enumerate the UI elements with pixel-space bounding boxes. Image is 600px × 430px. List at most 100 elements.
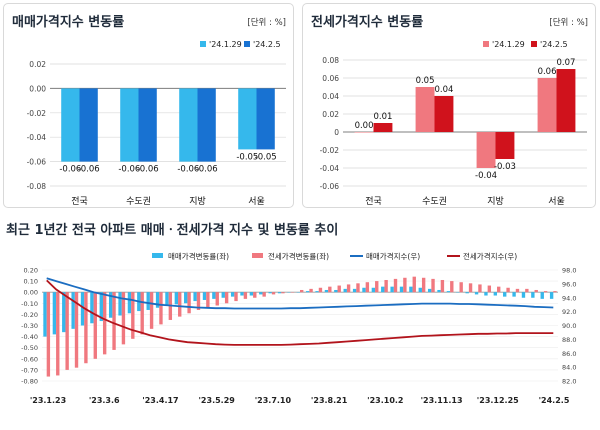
bar — [165, 292, 169, 306]
bar — [178, 292, 182, 317]
bar — [343, 288, 347, 293]
data-label: -0.03 — [494, 162, 516, 172]
y-right-tick-label: 96.0 — [562, 280, 576, 288]
y-tick-label: 0.08 — [322, 56, 339, 65]
bar — [334, 289, 338, 293]
data-label: 0.01 — [373, 112, 392, 122]
data-label: -0.06 — [196, 165, 218, 175]
bar — [253, 292, 257, 298]
bar — [62, 292, 66, 333]
bar — [84, 292, 88, 364]
bar — [230, 292, 235, 297]
bar — [534, 289, 538, 293]
rent-index-line — [46, 279, 554, 346]
data-label: -0.06 — [177, 165, 199, 175]
y-right-tick-label: 84.0 — [562, 364, 576, 372]
rent-change-title: 전세가격지수 변동률 — [311, 14, 423, 30]
bar — [240, 292, 244, 296]
y-right-tick-label: 82.0 — [562, 378, 576, 386]
bar — [318, 287, 323, 293]
bar — [277, 292, 282, 294]
bar — [365, 282, 370, 293]
trend-section: 최근 1년간 전국 아파트 매매ㆍ전세가격 지수 및 변동률 추이 매매가격변동… — [0, 214, 600, 430]
data-label: -0.05 — [255, 152, 277, 162]
x-tick-label: 서울 — [248, 196, 265, 207]
rent-change-axes: 0.08 0.06 0.04 0.02 0 -0.02 -0.04 -0.06 전국 수도권 지방 서… — [320, 56, 587, 207]
data-label: 0.05 — [416, 76, 435, 86]
bar — [281, 292, 285, 294]
bar — [399, 286, 404, 293]
x-tick-label: 전국 — [71, 196, 88, 207]
data-label: -0.06 — [137, 165, 159, 175]
bar — [131, 292, 135, 339]
y-tick-label: -0.04 — [320, 164, 340, 173]
legend-label: '24.1.29 — [209, 40, 242, 49]
trend-lines — [46, 277, 554, 346]
bar — [487, 285, 492, 293]
bar — [65, 292, 69, 370]
bar — [202, 292, 207, 300]
bar — [484, 292, 488, 296]
bar — [371, 287, 376, 293]
rent-change-unit: [단위 : %] — [549, 17, 588, 28]
bar — [525, 288, 529, 293]
x-tick-label: 수도권 — [422, 195, 447, 207]
bar — [549, 292, 554, 299]
y-tick-label: -0.06 — [320, 182, 340, 191]
y-left-tick-label: -0.50 — [21, 344, 38, 352]
bar — [102, 292, 107, 355]
bar — [234, 292, 238, 302]
bar — [243, 292, 248, 299]
legend-swatch — [483, 41, 489, 47]
bar — [437, 289, 441, 293]
y-tick-label: 0.06 — [322, 74, 339, 83]
bar — [474, 292, 479, 295]
data-label: -0.06 — [78, 165, 100, 175]
bar — [206, 292, 210, 308]
bar — [415, 87, 435, 132]
y-left-tick-label: -0.60 — [21, 355, 38, 363]
y-left-tick-label: -0.30 — [21, 322, 38, 330]
bar — [71, 292, 75, 329]
bar — [90, 292, 94, 324]
bar — [61, 88, 80, 162]
y-tick-label: -0.08 — [27, 182, 47, 191]
bar — [434, 96, 454, 132]
y-left-tick-label: -0.20 — [21, 311, 38, 319]
y-tick-label: -0.02 — [27, 109, 47, 118]
bar — [309, 288, 313, 293]
x-tick-label: '24.2.5 — [539, 396, 570, 405]
bar — [537, 78, 557, 132]
trend-chart: 최근 1년간 전국 아파트 매매ㆍ전세가격 지수 및 변동률 추이 매매가격변동… — [6, 222, 576, 405]
bar — [108, 292, 113, 318]
bar — [328, 286, 332, 293]
bar — [493, 292, 498, 296]
bar — [315, 291, 319, 293]
x-tick-label: '23.8.21 — [311, 396, 348, 405]
bar — [497, 286, 501, 293]
bar — [390, 286, 394, 293]
bar — [146, 292, 150, 310]
bar — [346, 284, 351, 293]
sale-change-title: 매매가격지수 변동률 — [12, 15, 124, 30]
y-left-tick-label: 0.00 — [24, 289, 38, 297]
x-tick-label: '23.4.17 — [142, 396, 178, 405]
x-tick-label: 수도권 — [126, 195, 151, 207]
bar — [373, 123, 393, 132]
trend-legend: 매매가격변동률(좌) 전세가격변동률(좌) 매매가격지수(우) 전세가격지수(우) — [152, 251, 517, 261]
bar — [553, 291, 557, 293]
bar — [74, 292, 79, 368]
rent-change-chart: 전세가격지수 변동률 [단위 : %] '24.1.29 '24.2.5 0.08… — [311, 14, 588, 207]
x-tick-label: '23.11.13 — [421, 396, 463, 405]
bar — [268, 292, 272, 294]
sale-change-chart: 매매가격지수 변동률 [단위 : %] '24.1.29 '24.2.5 0.02… — [12, 15, 286, 207]
rent-change-legend: '24.1.29 '24.2.5 — [483, 40, 568, 49]
y-tick-label: 0.02 — [322, 110, 339, 119]
data-label: 0.07 — [556, 58, 575, 68]
legend-swatch — [200, 41, 206, 47]
data-label: -0.04 — [475, 171, 497, 181]
bar — [174, 292, 179, 305]
y-right-tick-label: 90.0 — [562, 322, 576, 330]
trend-title: 최근 1년간 전국 아파트 매매ㆍ전세가격 지수 및 변동률 추이 — [6, 222, 338, 238]
sale-change-unit: [단위 : %] — [247, 17, 286, 28]
